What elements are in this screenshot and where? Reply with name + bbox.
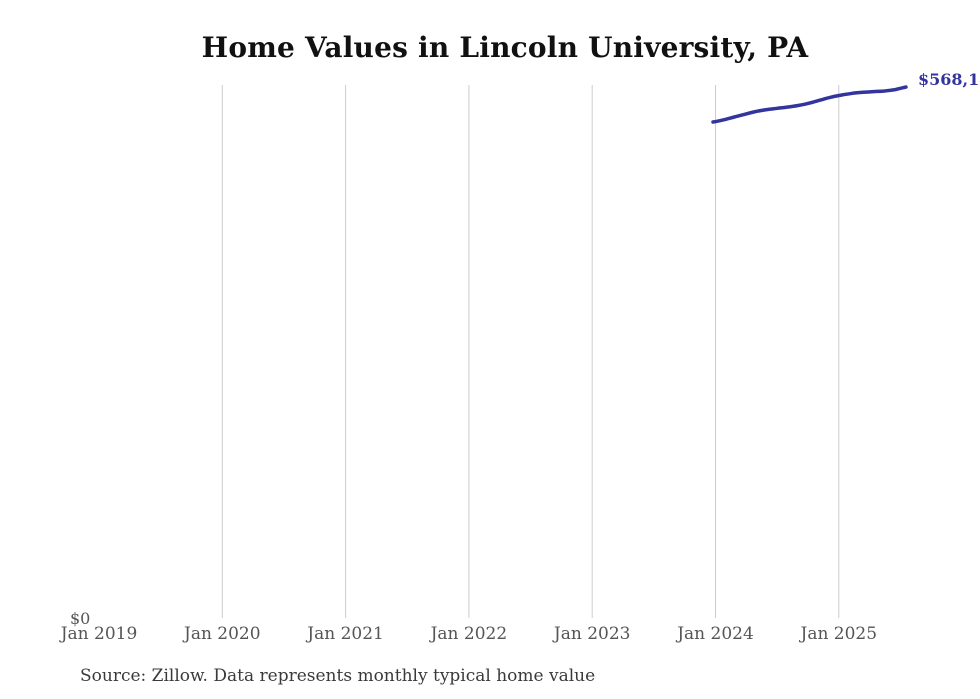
y-axis-zero-label: $0 — [70, 609, 91, 628]
gridlines — [221, 85, 840, 618]
x-axis-tick-label: Jan 2021 — [307, 624, 384, 644]
chart-title: Home Values in Lincoln University, PA — [201, 31, 809, 64]
x-axis-tick-label: Jan 2023 — [553, 624, 631, 644]
x-axis-tick-label: Jan 2024 — [677, 624, 754, 644]
x-axis-tick-label: Jan 2022 — [430, 624, 508, 644]
x-axis-tick-label: Jan 2025 — [800, 624, 878, 644]
x-axis-tick-label: Jan 2020 — [184, 624, 261, 644]
home-value-line — [711, 85, 908, 124]
source-note: Source: Zillow. Data represents monthly … — [80, 666, 596, 686]
x-axis-tick-label: Jan 2019 — [60, 624, 138, 644]
latest-value-label: $568,14 — [918, 70, 980, 89]
